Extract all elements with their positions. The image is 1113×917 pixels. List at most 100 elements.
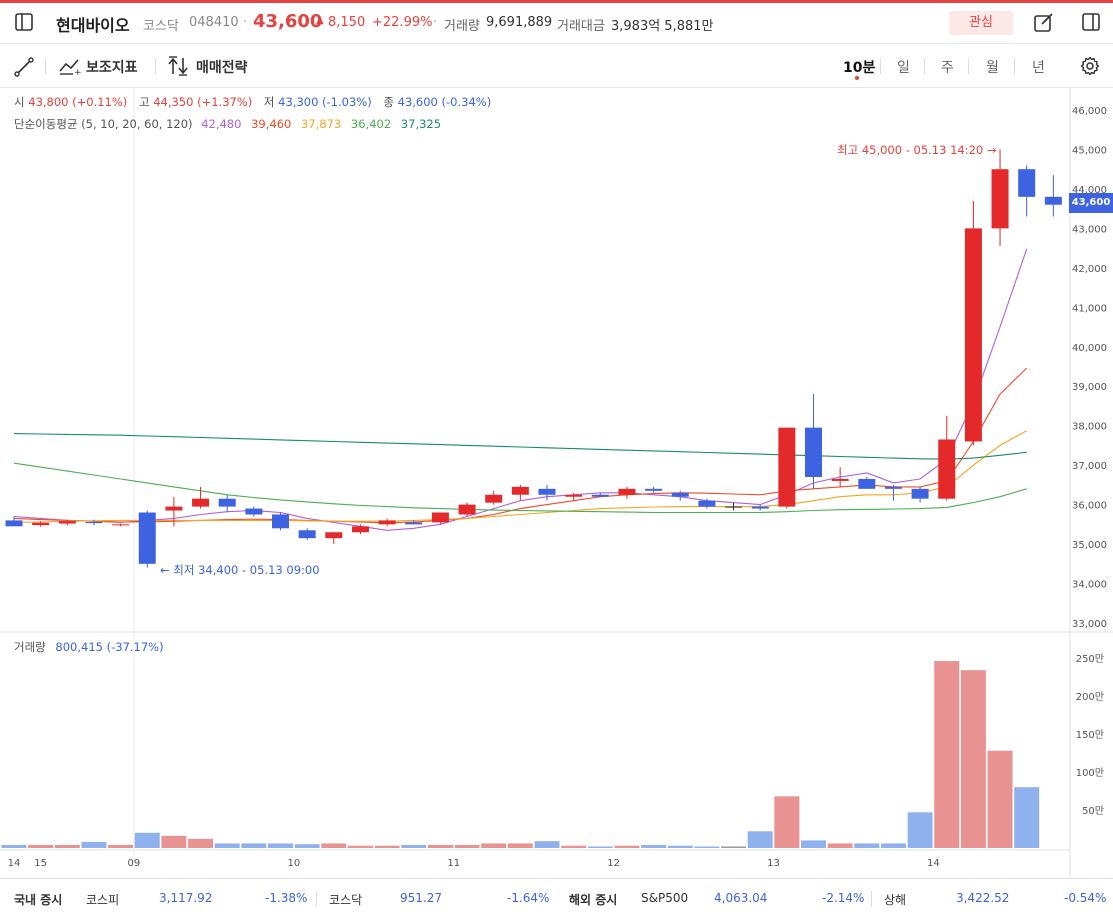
ma-line-120 <box>13 433 1027 460</box>
time-tick-label: 14 <box>927 858 940 869</box>
toolbar-divider <box>155 58 156 74</box>
volume-bar <box>534 841 560 848</box>
volume-bar <box>374 845 400 848</box>
candle-body <box>805 427 822 477</box>
overseas-market-label: 해외 증시 <box>569 893 618 907</box>
period-tab-year[interactable]: 년 <box>1032 60 1045 76</box>
high-label: 고 <box>138 95 150 109</box>
price-tick-label: 34,000 <box>1072 580 1107 591</box>
candle-body <box>58 521 76 524</box>
panel-toggle-icon[interactable] <box>1082 13 1100 31</box>
volume-bar <box>934 661 960 848</box>
low-annotation-text: 최저 34,400 - 05.13 09:00 <box>173 563 320 577</box>
time-tick-label: 10 <box>287 858 300 869</box>
candle-body <box>245 508 263 515</box>
time-tick-label: 14 <box>8 858 21 869</box>
favorite-button[interactable]: 관심 <box>949 11 1013 35</box>
volume-tick-label: 200만 <box>1076 691 1104 703</box>
current-price: 43,600 <box>253 11 323 32</box>
volume-tick-label: 50만 <box>1082 805 1104 817</box>
settings-gear-icon[interactable] <box>1080 56 1100 76</box>
ma-line-20 <box>13 430 1027 523</box>
volume-bar <box>427 844 453 848</box>
volume-bar <box>747 831 773 848</box>
indicator-button[interactable]: 보조지표 <box>86 60 138 76</box>
candle-body <box>112 524 130 526</box>
volume-bar <box>241 843 267 848</box>
drawing-tool-icon[interactable] <box>14 57 34 77</box>
domestic-market-label: 국내 증시 <box>14 893 63 907</box>
ma-line-5 <box>13 248 1028 531</box>
period-tab-day[interactable]: 일 <box>897 60 910 76</box>
kospi-label[interactable]: 코스피 <box>86 893 120 907</box>
candle-body <box>671 492 689 497</box>
kosdaq-value: 951.27 <box>400 891 442 905</box>
candle-body <box>85 521 103 524</box>
volume-bar <box>721 846 747 848</box>
volume-bar <box>401 844 427 848</box>
high-value: 44,350 (+1.37%) <box>153 95 253 109</box>
candle-body <box>325 532 343 539</box>
high-annotation: 최고 45,000 - 05.13 14:20 → <box>837 142 997 158</box>
volume-bar <box>481 843 507 848</box>
sidebar-toggle-icon[interactable] <box>15 13 33 31</box>
separator-dot: · <box>433 15 438 30</box>
footer-divider <box>871 891 872 907</box>
stock-header: 현대바이오 코스닥 048410 · 43,600 ▲ 8,150 +22.99… <box>0 0 1113 44</box>
ma20-value: 37,873 <box>301 117 342 131</box>
chart-toolbar: + 보조지표 매매전략 10분 일 주 월 년 <box>0 44 1113 88</box>
kospi-change: -1.38% <box>265 891 308 905</box>
volume-legend-value: 800,415 (-37.17%) <box>55 640 164 654</box>
stock-name: 현대바이오 <box>56 16 130 35</box>
ma60-value: 36,402 <box>350 117 392 131</box>
indicator-icon[interactable]: + <box>59 57 81 75</box>
candle-body <box>991 169 1009 229</box>
stock-code: 048410 <box>189 15 239 30</box>
candle-body <box>192 498 210 507</box>
volume-bar <box>81 841 107 848</box>
price-tick-label: 43,000 <box>1072 224 1107 235</box>
candle-body <box>1044 196 1062 205</box>
period-tab-month[interactable]: 월 <box>986 60 999 76</box>
volume-bar <box>214 843 240 848</box>
ma-legend-label: 단순이동평균 (5, 10, 20, 60, 120) <box>14 117 193 131</box>
high-annotation-text: 최고 45,000 - 05.13 14:20 <box>837 143 984 157</box>
kospi-value: 3,117.92 <box>159 891 213 905</box>
ma-line-60 <box>13 462 1027 514</box>
toolbar-divider <box>924 58 925 74</box>
time-tick-label: 09 <box>128 858 141 869</box>
volume-bar <box>134 832 160 848</box>
kosdaq-label[interactable]: 코스닥 <box>329 893 363 907</box>
trade-strategy-icon[interactable] <box>168 56 190 76</box>
volume-legend-label: 거래량 <box>14 640 46 654</box>
price-tick-label: 39,000 <box>1072 382 1107 393</box>
volume-bar <box>161 835 187 848</box>
candle-body <box>698 500 716 507</box>
amount-value: 3,983억 5,881만 <box>611 19 714 34</box>
active-period-dot <box>855 76 859 80</box>
period-tab-10min[interactable]: 10분 <box>843 60 876 76</box>
volume-bar <box>614 845 640 848</box>
volume-tick-label: 150만 <box>1076 729 1104 741</box>
volume-legend: 거래량 800,415 (-37.17%) <box>14 639 164 655</box>
volume-bar <box>321 843 347 848</box>
period-tab-week[interactable]: 주 <box>941 60 954 76</box>
edit-note-icon[interactable] <box>1034 13 1054 33</box>
volume-bar <box>54 844 80 848</box>
candle-body <box>591 494 609 497</box>
toolbar-divider <box>1014 58 1015 74</box>
candle-body <box>911 488 929 499</box>
candle-body <box>272 514 289 529</box>
strategy-button[interactable]: 매매전략 <box>196 60 248 76</box>
kosdaq-change: -1.64% <box>507 891 550 905</box>
candle-body <box>218 498 236 507</box>
volume-tick-label: 100만 <box>1076 767 1104 779</box>
market-name: 코스닥 <box>143 19 179 34</box>
candle-body <box>565 494 583 497</box>
close-label: 종 <box>383 95 394 109</box>
stock-chart[interactable]: 33,000 34,000 35,000 36,000 37,000 38,000 39,0… <box>0 88 1113 878</box>
shanghai-label[interactable]: 상해 <box>884 893 907 907</box>
ma5-value: 42,480 <box>201 117 242 131</box>
volume-bar <box>774 796 800 848</box>
sp500-label[interactable]: S&P500 <box>641 891 689 905</box>
